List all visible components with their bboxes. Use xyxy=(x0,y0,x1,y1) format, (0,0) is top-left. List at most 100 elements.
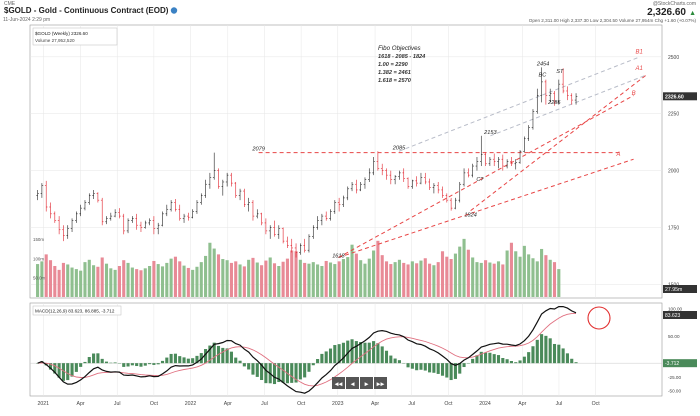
macd-hist-bar xyxy=(178,356,181,363)
macd-hist-bar xyxy=(101,359,104,363)
volume-bar xyxy=(294,251,297,297)
volume-bar xyxy=(234,261,237,297)
macd-hist-bar xyxy=(157,363,160,364)
volume-bar xyxy=(75,269,78,297)
time-tick-label: 2024 xyxy=(479,401,491,407)
info-icon[interactable] xyxy=(171,7,177,13)
volume-bar xyxy=(92,265,95,297)
volume-bar xyxy=(213,249,216,297)
time-tick-label: Oct xyxy=(150,401,159,407)
chart-header: CME $GOLD - Gold - Continuous Contract (… xyxy=(3,1,696,23)
time-tick-label: Apr xyxy=(77,401,85,407)
volume-tick-label: 150m xyxy=(33,237,44,242)
macd-tick-label: 100.00 xyxy=(668,306,682,311)
volume-bar xyxy=(428,264,431,297)
macd-hist-bar xyxy=(368,343,371,364)
chart-nav: ◀◀ ◀ ▶ ▶▶ xyxy=(332,377,387,389)
volume-bar xyxy=(195,267,198,297)
macd-hist-bar xyxy=(536,340,539,363)
volume-bar xyxy=(368,259,371,297)
time-tick-label: Jul xyxy=(556,401,563,407)
macd-hist-bar xyxy=(544,336,547,363)
volume-bar xyxy=(62,263,65,297)
gray-line-1 xyxy=(399,57,640,151)
volume-bar xyxy=(394,262,397,297)
macd-hist-bar xyxy=(325,351,328,363)
volume-bar xyxy=(79,271,82,297)
up-arrow-icon: ▲ xyxy=(689,10,696,17)
macd-hist-bar xyxy=(161,361,164,363)
volume-bar xyxy=(346,257,349,297)
annotation-2079: 2079 xyxy=(251,147,264,153)
macd-hist-bar xyxy=(66,363,69,380)
volume-bar xyxy=(53,266,56,297)
volume-bar xyxy=(88,260,91,297)
fibo-line-1: 1618 - 2085 - 1824 xyxy=(378,54,426,60)
volume-bar xyxy=(58,270,61,297)
macd-hist-bar xyxy=(497,355,500,363)
volume-bar xyxy=(101,257,104,297)
macd-hist-bar xyxy=(527,352,530,363)
macd-hist-bar xyxy=(441,363,444,376)
volume-bar xyxy=(256,263,259,297)
macd-hist-bar xyxy=(458,363,461,373)
macd-hist-bar xyxy=(570,359,573,363)
volume-bar xyxy=(282,262,285,297)
macd-hist-bar xyxy=(506,359,509,363)
macd-hist-bar xyxy=(406,363,409,367)
last-price: 2,326.60 xyxy=(647,7,686,18)
volume-bar xyxy=(506,251,509,298)
macd-hist-bar xyxy=(114,362,117,363)
macd-hist-bar xyxy=(372,341,375,363)
volume-bar xyxy=(204,256,207,297)
macd-hist-bar xyxy=(566,353,569,363)
volume-bar xyxy=(549,260,552,297)
volume-bar xyxy=(148,266,151,297)
time-tick-label: Jul xyxy=(261,401,268,407)
macd-hist-bar xyxy=(398,360,401,363)
macd-hist-bar xyxy=(531,346,534,363)
time-tick-label: 2023 xyxy=(332,401,344,407)
macd-hist-bar xyxy=(359,342,362,363)
channel-line-b1 xyxy=(471,75,647,211)
volume-bar xyxy=(497,261,500,297)
volume-bar xyxy=(329,263,332,297)
macd-tick-label: -25.00 xyxy=(668,375,681,380)
macd-hist-bar xyxy=(329,349,332,364)
time-tick-label: 2021 xyxy=(37,401,49,407)
macd-hist-bar xyxy=(411,363,414,369)
macd-hist-bar xyxy=(553,344,556,363)
macd-hist-bar xyxy=(165,358,168,364)
macd-hist-bar xyxy=(574,362,577,363)
volume-bar xyxy=(501,264,504,297)
volume-bar xyxy=(260,265,263,297)
macd-hist-bar xyxy=(251,363,254,374)
volume-bar xyxy=(122,260,125,297)
volume-bar xyxy=(230,263,233,297)
volume-bar xyxy=(118,266,121,297)
volume-legend: Volume 27,952,520 xyxy=(35,38,75,43)
macd-hist-bar xyxy=(75,363,78,372)
volume-bar xyxy=(411,261,414,297)
volume-bar xyxy=(208,243,211,297)
volume-bar xyxy=(114,270,117,297)
volume-bar xyxy=(437,262,440,297)
macd-hist-bar xyxy=(540,334,543,363)
macd-hist-bar xyxy=(105,362,108,364)
volume-bar xyxy=(83,262,86,297)
macd-hist-bar xyxy=(312,363,315,365)
time-tick-label: Jul xyxy=(114,401,121,407)
nav-next-label: ▶ xyxy=(365,382,369,388)
macd-hist-bar xyxy=(432,363,435,373)
volume-bar xyxy=(152,261,155,297)
volume-bar xyxy=(70,268,73,297)
macd-hist-bar xyxy=(501,358,504,363)
channel-line-b xyxy=(338,96,633,258)
macd-hist-bar xyxy=(273,363,276,384)
macd-hist-bar xyxy=(152,363,155,365)
macd-tag: 83.623 xyxy=(665,313,681,319)
macd-hist-bar xyxy=(350,339,353,363)
